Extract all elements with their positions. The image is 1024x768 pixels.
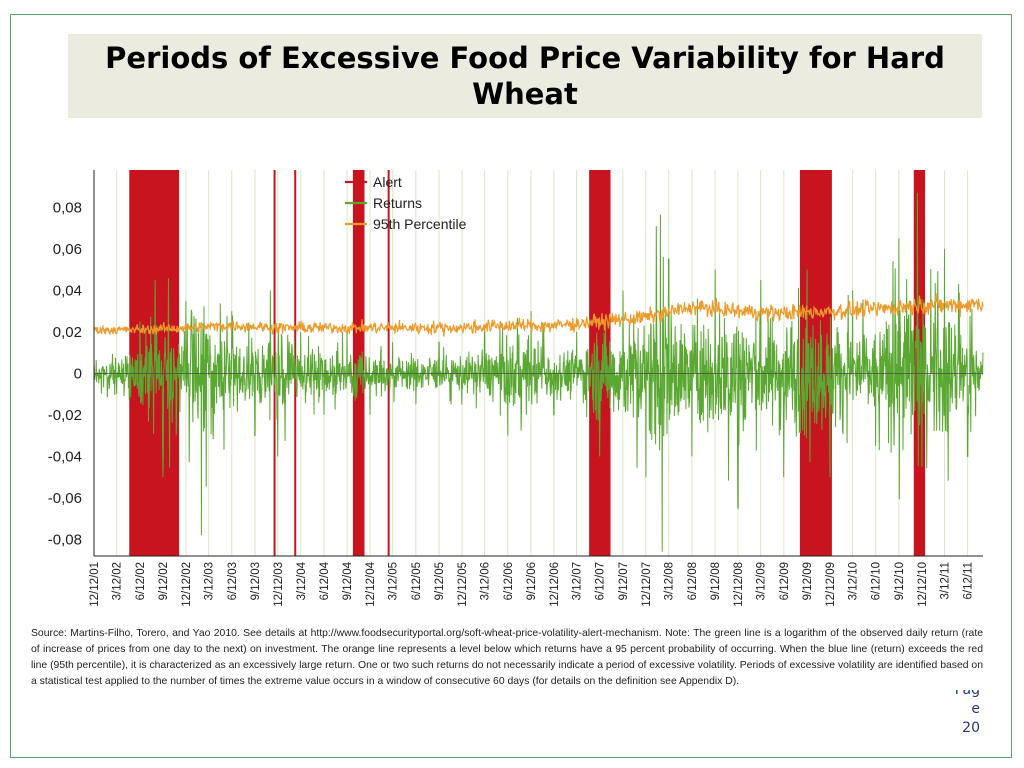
- x-tick-label: 3/12/09: [756, 562, 768, 600]
- x-tick-label: 3/12/03: [204, 562, 216, 600]
- y-tick-label: -0,04: [48, 448, 82, 465]
- returns-line: [93, 192, 984, 552]
- figure: 0,08 0,06 0,04 0,02 0 -0,02 -0,04 -0,06 -0,08 12…: [25, 152, 999, 698]
- legend: Alert Returns 95th Percentile: [345, 174, 467, 232]
- x-tick-label: 3/12/11: [939, 562, 951, 600]
- x-tick-label: 6/12/04: [319, 561, 331, 600]
- x-tick-label: 12/12/04: [365, 561, 377, 606]
- y-tick-label: -0,02: [48, 407, 82, 424]
- x-tick-label: 3/12/05: [388, 562, 400, 600]
- axes: [93, 170, 983, 557]
- x-tick-label: 6/12/08: [687, 562, 699, 600]
- legend-label: 95th Percentile: [373, 216, 467, 232]
- x-tick-label: 9/12/07: [618, 562, 630, 600]
- x-tick-label: 12/12/05: [457, 562, 469, 607]
- x-tick-label: 12/12/02: [181, 562, 193, 607]
- x-tick-label: 12/12/10: [917, 562, 929, 607]
- percentile-series: [93, 292, 984, 337]
- x-tick-labels: 12/12/01 3/12/02 6/12/02 9/12/02 12/12/02 3/1…: [89, 561, 975, 606]
- y-tick-label: 0,08: [53, 199, 82, 216]
- returns-series: [93, 192, 984, 552]
- x-tick-label: 9/12/04: [342, 561, 354, 600]
- x-tick-label: 6/12/07: [595, 562, 607, 600]
- x-tick-label: 3/12/06: [480, 562, 492, 600]
- x-tick-label: 9/12/10: [894, 562, 906, 600]
- x-tick-label: 12/12/03: [273, 562, 285, 607]
- x-tick-label: 12/12/01: [89, 562, 101, 607]
- y-tick-label: 0,02: [53, 324, 82, 341]
- x-tick-label: 3/12/10: [848, 562, 860, 600]
- x-tick-label: 6/12/05: [411, 562, 423, 600]
- x-tick-label: 6/12/10: [871, 562, 883, 600]
- percentile-line: [93, 292, 984, 337]
- y-tick-label: 0,06: [53, 241, 82, 258]
- alert-period: [589, 170, 611, 556]
- legend-label: Alert: [373, 174, 402, 190]
- x-tick-label: 6/12/06: [503, 562, 515, 600]
- x-tick-label: 9/12/06: [526, 562, 538, 600]
- x-tick-label: 3/12/02: [112, 562, 124, 600]
- page-number: Pag e 20: [940, 690, 980, 738]
- x-tick-label: 9/12/02: [158, 562, 170, 600]
- page-label-fragment: Pag: [954, 690, 980, 698]
- slide-border: [10, 14, 1012, 758]
- x-tick-label: 6/12/03: [227, 562, 239, 600]
- y-tick-label: 0,04: [53, 282, 82, 299]
- x-tick-label: 3/12/07: [572, 562, 584, 600]
- x-tick-label: 3/12/08: [664, 562, 676, 600]
- x-tick-label: 3/12/04: [296, 561, 308, 600]
- source-note: Source: Martins-Filho, Torero, and Yao 2…: [31, 628, 983, 687]
- y-tick-label: -0,06: [48, 490, 82, 507]
- x-tick-label: 12/12/06: [549, 562, 561, 607]
- page-label-letter: e: [971, 701, 980, 717]
- legend-label: Returns: [373, 195, 422, 211]
- x-tick-label: 12/12/07: [641, 562, 653, 607]
- x-tick-label: 9/12/05: [434, 562, 446, 600]
- page-number-value: 20: [962, 720, 980, 736]
- x-tick-label: 9/12/03: [250, 562, 262, 600]
- y-tick-label: -0,08: [48, 531, 82, 548]
- x-tick-label: 9/12/08: [710, 562, 722, 600]
- alert-period: [387, 170, 390, 556]
- x-tick-label: 6/12/02: [135, 562, 147, 600]
- title-banner: Periods of Excessive Food Price Variabil…: [68, 34, 982, 118]
- x-tick-label: 12/12/09: [825, 562, 837, 607]
- x-tick-label: 9/12/09: [802, 562, 814, 600]
- volatility-chart: 0,08 0,06 0,04 0,02 0 -0,02 -0,04 -0,06 -0,08 12…: [48, 170, 984, 607]
- x-tick-label: 6/12/11: [963, 562, 975, 600]
- slide-title: Periods of Excessive Food Price Variabil…: [105, 41, 945, 111]
- y-tick-label: 0: [74, 365, 82, 382]
- x-tick-label: 12/12/08: [733, 562, 745, 607]
- y-tick-labels: 0,08 0,06 0,04 0,02 0 -0,02 -0,04 -0,06 -0,08: [48, 199, 82, 548]
- x-tick-label: 6/12/09: [779, 562, 791, 600]
- alert-period: [273, 170, 276, 556]
